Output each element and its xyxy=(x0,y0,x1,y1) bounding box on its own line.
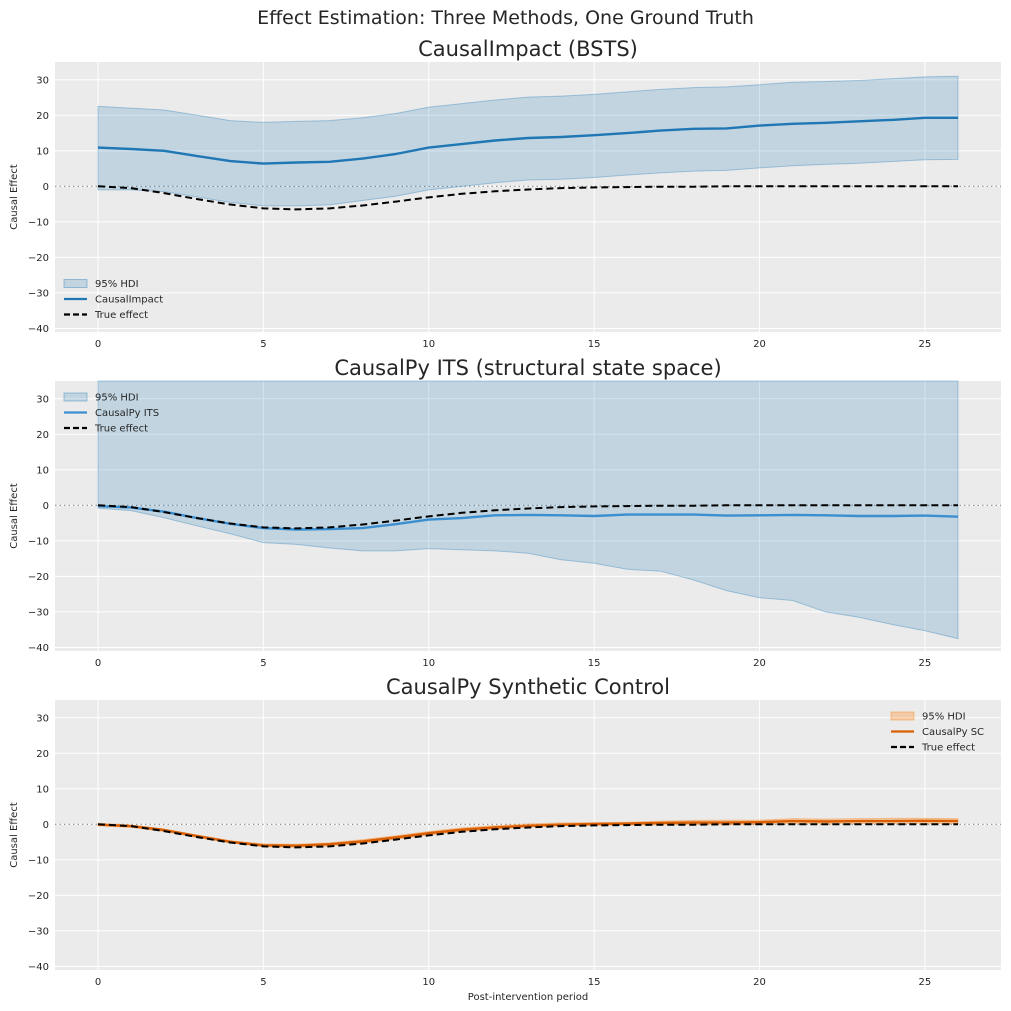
x-tick-label: 15 xyxy=(588,339,601,350)
x-tick-label: 0 xyxy=(95,339,101,350)
true-effect-line xyxy=(97,823,958,849)
legend-swatch-band xyxy=(890,711,915,721)
y-tick-label: 0 xyxy=(43,820,49,831)
legend-label: CausalImpact xyxy=(95,295,163,306)
true-effect-line xyxy=(97,185,958,211)
y-tick-label: 10 xyxy=(36,465,49,476)
y-tick-label: −10 xyxy=(28,855,49,866)
x-tick-label: 5 xyxy=(260,339,266,350)
x-axis-label: Post-intervention period xyxy=(468,992,588,1003)
y-tick-label: −40 xyxy=(28,962,49,973)
legend: 95% HDI CausalImpact True effect xyxy=(63,279,163,321)
y-tick-label: 10 xyxy=(36,784,49,795)
x-tick-label: 20 xyxy=(753,658,766,669)
legend-swatch-band xyxy=(63,279,88,288)
x-tick-label: 10 xyxy=(422,977,435,988)
x-tick-label: 25 xyxy=(919,339,932,350)
y-tick-label: −20 xyxy=(28,253,49,264)
legend-label: True effect xyxy=(94,424,148,435)
plot-area xyxy=(55,700,1001,970)
chart-title: CausalPy Synthetic Control xyxy=(386,675,670,699)
chart-panel-3: 0 5 10 15 20 25 −40 −30 −20 −10 0 10 20 30 CausalPy Sy… xyxy=(9,675,1001,1003)
legend-swatch-band xyxy=(63,392,88,402)
x-tick-label: 15 xyxy=(588,658,601,669)
legend-label: 95% HDI xyxy=(922,712,966,723)
y-tick-label: 10 xyxy=(36,146,49,157)
y-axis-label: Causal Effect xyxy=(9,802,20,868)
y-tick-label: 30 xyxy=(36,75,49,86)
y-tick-label: 0 xyxy=(43,182,49,193)
legend: 95% HDI CausalPy SC True effect xyxy=(890,711,984,754)
y-tick-label: 20 xyxy=(36,749,49,760)
chart-panel-1: 0 5 10 15 20 25 −40 −30 −20 −10 0 10 20 30 CausalImpac… xyxy=(9,37,1001,350)
y-tick-label: −30 xyxy=(28,607,49,618)
x-tick-label: 25 xyxy=(919,977,932,988)
y-tick-label: 20 xyxy=(36,111,49,122)
x-tick-label: 20 xyxy=(753,977,766,988)
plot-area xyxy=(55,62,1001,332)
legend-label: True effect xyxy=(921,743,975,754)
legend-label: CausalPy ITS xyxy=(95,408,159,419)
legend-label: 95% HDI xyxy=(95,393,139,404)
x-tick-label: 10 xyxy=(422,658,435,669)
legend: 95% HDI CausalPy ITS True effect xyxy=(63,392,159,435)
legend-label: True effect xyxy=(94,310,148,321)
x-tick-label: 5 xyxy=(260,658,266,669)
y-tick-label: −40 xyxy=(28,324,49,335)
x-tick-label: 10 xyxy=(422,339,435,350)
y-tick-label: −20 xyxy=(28,891,49,902)
y-tick-label: −30 xyxy=(28,926,49,937)
y-tick-label: −10 xyxy=(28,217,49,228)
true-effect-line xyxy=(97,504,958,530)
y-tick-label: −10 xyxy=(28,536,49,547)
legend-label: 95% HDI xyxy=(95,279,139,290)
y-tick-label: −30 xyxy=(28,288,49,299)
y-tick-label: −40 xyxy=(28,643,49,654)
y-tick-label: −20 xyxy=(28,572,49,583)
legend-label: CausalPy SC xyxy=(922,727,984,738)
chart-panel-2: 0 5 10 15 20 25 −40 −30 −20 −10 0 10 20 30 CausalPy IT… xyxy=(9,356,1001,669)
hdi-band xyxy=(97,380,959,640)
x-tick-label: 25 xyxy=(919,658,932,669)
y-axis-label: Causal Effect xyxy=(9,164,20,230)
y-axis-label: Causal Effect xyxy=(9,483,20,549)
x-tick-label: 15 xyxy=(588,977,601,988)
figure-suptitle: Effect Estimation: Three Methods, One Gr… xyxy=(257,7,754,29)
y-tick-label: 20 xyxy=(36,430,49,441)
x-tick-label: 0 xyxy=(95,658,101,669)
y-tick-label: 30 xyxy=(36,713,49,724)
x-tick-label: 20 xyxy=(753,339,766,350)
hdi-band xyxy=(97,75,959,207)
y-tick-label: 30 xyxy=(36,394,49,405)
chart-title: CausalImpact (BSTS) xyxy=(418,37,638,61)
x-tick-label: 5 xyxy=(260,977,266,988)
estimate-line xyxy=(97,116,958,165)
chart-title: CausalPy ITS (structural state space) xyxy=(334,356,721,380)
y-tick-label: 0 xyxy=(43,501,49,512)
x-tick-label: 0 xyxy=(95,977,101,988)
